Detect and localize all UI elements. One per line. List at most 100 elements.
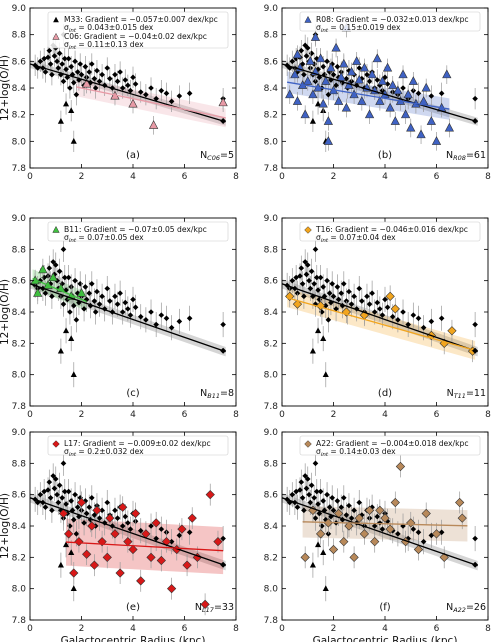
reference-point: [73, 91, 80, 98]
reference-point: [339, 79, 346, 86]
reference-point: [60, 78, 67, 85]
reference-end-point: [472, 118, 479, 124]
legend: A22: Gradient = −0.004±0.018 dex/kpcσint…: [299, 435, 481, 458]
y-tick-label: 9.0: [12, 428, 27, 438]
plot-area: [282, 18, 479, 152]
reference-point: [72, 491, 78, 498]
reference-point: [302, 259, 308, 265]
reference-point: [319, 523, 325, 529]
series-point: [76, 287, 87, 297]
reference-point: [125, 82, 131, 89]
reference-point: [59, 495, 65, 501]
panel-b: 0 2 4 6 8 7.8 8.0 8.2 8.4 8.6 8.8 9.0 (b) NR08=61 R08:…: [264, 4, 491, 182]
reference-point: [472, 95, 478, 102]
series-point: [102, 552, 112, 562]
reference-point: [61, 488, 68, 495]
reference-point: [51, 485, 58, 492]
legend-sigma: σint = 0.043±0.015 dex: [64, 23, 154, 34]
reference-point: [400, 523, 406, 529]
series-point: [151, 518, 161, 528]
series-point: [354, 74, 364, 84]
series-point: [76, 497, 87, 508]
y-tick-label: 8.0: [12, 371, 27, 381]
reference-point: [148, 85, 154, 91]
reference-point: [55, 499, 62, 506]
series-point: [315, 53, 326, 63]
y-tick-label: 8.6: [12, 277, 27, 287]
series-point: [82, 78, 92, 88]
legend-entry: L17: Gradient = −0.009±0.02 dex/kpc: [64, 439, 211, 448]
series-point: [305, 56, 315, 65]
panel-label: (a): [126, 150, 140, 161]
y-tick-label: 8.2: [12, 339, 26, 349]
plot-area: [30, 236, 227, 388]
reference-point: [91, 298, 98, 304]
series-point: [167, 584, 177, 594]
reference-point: [369, 290, 375, 296]
y-tick-label: 8.0: [264, 585, 279, 595]
reference-point: [299, 61, 306, 67]
reference-point: [50, 473, 56, 479]
y-tick-label: 7.8: [12, 402, 27, 412]
reference-point: [308, 482, 315, 489]
x-tick-label: 6: [434, 172, 440, 182]
reference-end-point: [220, 347, 227, 354]
y-tick-label: 8.0: [264, 137, 279, 147]
legend-entry: T16: Gradient = −0.046±0.016 dex/kpc: [315, 225, 468, 234]
y-tick-label: 8.8: [264, 459, 279, 469]
reference-point: [99, 71, 105, 78]
reference-point: [65, 274, 72, 281]
reference-point: [42, 504, 49, 510]
reference-point: [73, 317, 80, 323]
legend-marker: [52, 440, 60, 448]
reference-point: [374, 513, 381, 520]
series-point: [377, 76, 388, 85]
y-tick-label: 8.4: [12, 522, 27, 532]
y-tick-label: 8.4: [264, 84, 279, 94]
reference-point: [294, 504, 301, 510]
series-point: [336, 72, 346, 81]
plot-area: [30, 24, 228, 152]
x-tick-label: 0: [27, 172, 33, 182]
reference-point: [304, 476, 311, 482]
series-point: [431, 529, 442, 539]
reference-point: [168, 98, 175, 105]
series-point: [182, 560, 192, 570]
series-point: [205, 490, 215, 500]
reference-point: [81, 520, 87, 526]
reference-point: [59, 61, 65, 67]
reference-point: [320, 498, 326, 504]
reference-point: [61, 55, 68, 62]
reference-point: [122, 299, 129, 306]
reference-point: [317, 488, 324, 495]
reference-point: [309, 347, 316, 354]
reference-point: [56, 50, 63, 57]
reference-point: [67, 85, 73, 91]
reference-point: [302, 473, 308, 479]
reference-fit-line: [282, 63, 478, 123]
series-point: [192, 552, 202, 562]
reference-point: [316, 296, 323, 303]
series-point: [146, 552, 156, 562]
reference-point: [410, 312, 417, 318]
series-point: [177, 524, 187, 534]
reference-point: [384, 81, 391, 87]
reference-point: [158, 526, 165, 532]
reference-point: [176, 532, 183, 539]
series-point: [136, 576, 146, 586]
series-point: [447, 326, 457, 336]
reference-point: [415, 90, 422, 97]
series-point: [331, 42, 341, 52]
series-point: [382, 62, 393, 72]
series-point: [64, 529, 74, 539]
reference-point: [74, 504, 81, 510]
reference-point: [78, 71, 85, 78]
x-tick-label: 6: [182, 624, 188, 634]
series-point: [354, 513, 364, 523]
series-point: [118, 502, 128, 512]
reference-point: [47, 61, 54, 67]
series-point: [334, 96, 344, 105]
reference-point: [299, 281, 306, 287]
y-tick-label: 8.8: [12, 31, 27, 41]
series-point: [48, 272, 58, 282]
